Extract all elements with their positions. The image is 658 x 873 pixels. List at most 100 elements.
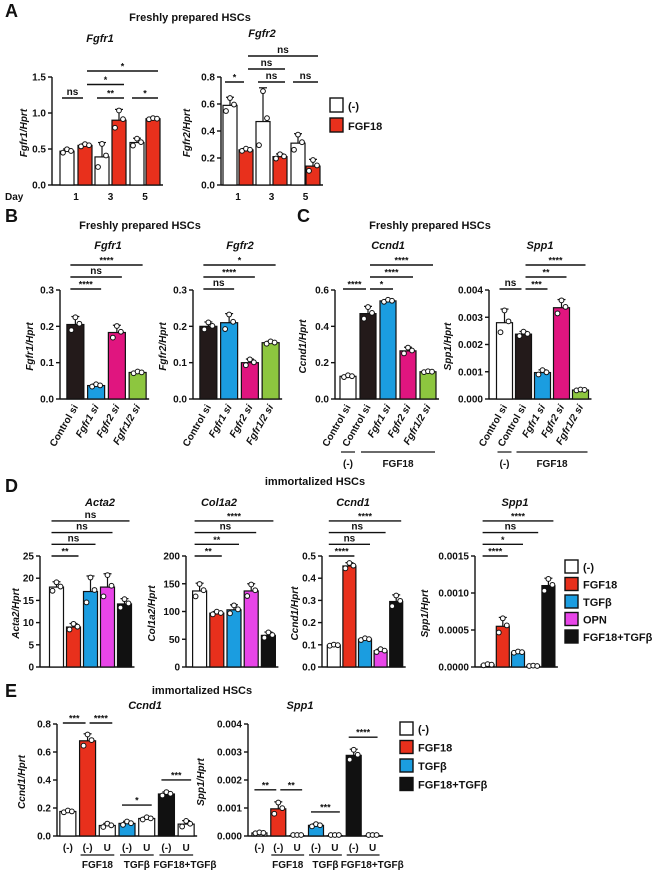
y-tick-label: 0.000 [458, 395, 483, 406]
x-tick-label: (-) [83, 843, 93, 854]
data-point [209, 322, 216, 329]
legend-swatch [399, 739, 414, 755]
y-tick-label: 0.0 [201, 181, 215, 192]
data-point [120, 116, 126, 123]
bar [541, 584, 556, 668]
y-tick-label: 0.000 [217, 832, 242, 843]
data-point [558, 297, 565, 304]
data-point [519, 649, 525, 656]
data-point [373, 832, 380, 838]
data-point [91, 587, 98, 593]
bar [357, 638, 373, 668]
data-point [397, 597, 404, 604]
bar [128, 371, 147, 400]
data-point [545, 576, 552, 582]
data-point [53, 579, 60, 586]
data-point [298, 832, 305, 838]
y-tick-label: 0.4 [201, 127, 215, 138]
y-axis-label: Fgfr2/Hprt [158, 322, 169, 371]
significance-label: **** [335, 547, 350, 557]
legend-swatch [564, 559, 579, 574]
data-point [86, 142, 92, 149]
significance-label: **** [99, 256, 114, 266]
data-point [501, 307, 508, 314]
significance-label: ** [107, 89, 115, 99]
significance-label: *** [320, 802, 331, 812]
x-tick-label: (-) [63, 843, 73, 854]
data-point [354, 751, 361, 758]
y-tick-label: 10 [23, 618, 35, 629]
bar [192, 590, 208, 668]
data-point [72, 314, 79, 321]
legend-label: (-) [348, 101, 359, 113]
significance-label: * [104, 75, 108, 85]
data-point [349, 373, 355, 380]
y-tick-label: 0.0 [315, 395, 329, 406]
legend-label: TGFβ [418, 761, 447, 773]
data-point [261, 634, 268, 641]
data-point [230, 318, 237, 325]
data-point [68, 148, 74, 154]
data-point [260, 829, 267, 836]
data-point [134, 135, 140, 142]
legend-swatch [564, 611, 579, 627]
significance-label: ns [68, 533, 80, 544]
y-tick-label: 0.0 [37, 832, 51, 843]
y-tick-label: 100 [163, 607, 180, 618]
data-point [100, 824, 107, 830]
data-point [187, 820, 194, 827]
bar [209, 612, 225, 668]
y-axis-label: Spp1/Hprt [420, 589, 431, 637]
data-point [581, 387, 588, 393]
data-point [279, 805, 286, 812]
data-point [159, 792, 166, 799]
data-point [346, 756, 353, 763]
y-tick-label: 15 [23, 596, 35, 607]
bar [59, 810, 77, 837]
data-point [242, 362, 249, 369]
data-point [429, 368, 435, 375]
y-tick-label: 0.2 [201, 154, 215, 165]
bar [379, 300, 397, 400]
bar [145, 118, 161, 186]
data-point [183, 818, 190, 824]
data-point [192, 593, 199, 600]
significance-label: ns [90, 266, 102, 277]
data-point [244, 593, 251, 599]
x-tick-label: (-) [161, 843, 171, 854]
data-point [271, 810, 278, 817]
data-point [95, 164, 101, 170]
data-point [524, 330, 531, 337]
significance-label: ** [542, 268, 550, 278]
data-point [291, 146, 297, 153]
y-tick-label: 20 [23, 574, 35, 585]
y-axis-label: Fgfr1/Hprt [19, 108, 30, 157]
x-tick-label: Control si [181, 403, 214, 449]
y-tick-label: 0.0 [302, 663, 316, 674]
y-tick-label: 0.3 [40, 286, 54, 297]
data-point [138, 369, 145, 376]
data-point [74, 623, 81, 630]
legend-label: TGFβ [583, 597, 612, 609]
y-tick-label: 0.5 [32, 145, 46, 156]
legend-label: OPN [583, 615, 607, 627]
data-point [269, 632, 276, 638]
data-point [248, 581, 255, 588]
significance-label: **** [227, 511, 242, 521]
y-tick-label: 200 [163, 552, 180, 563]
data-point [68, 808, 75, 815]
x-tick-label: U [294, 843, 301, 854]
y-tick-label: 1.5 [32, 73, 46, 84]
bar [66, 323, 85, 400]
data-point [310, 157, 316, 163]
panel-title-b: Freshly prepared HSCs [79, 220, 201, 232]
x-tick-label: U [183, 843, 190, 854]
bar [65, 626, 82, 668]
y-tick-label: 0.8 [201, 73, 215, 84]
x-tick-label: (-) [122, 843, 132, 854]
x-tick-label: 5 [303, 192, 309, 203]
group-label: FGF18+TGFβ [153, 860, 216, 871]
data-point [138, 139, 144, 145]
significance-label: **** [394, 256, 409, 266]
chart-title: Fgfr2 [226, 240, 254, 252]
